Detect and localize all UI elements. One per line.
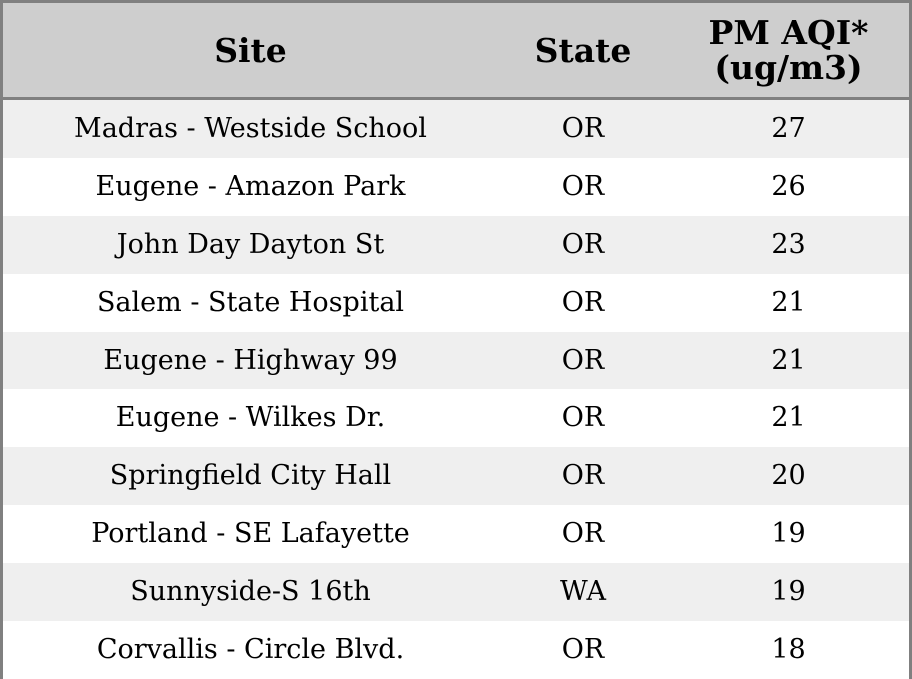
cell-site: Portland - SE Lafayette <box>91 518 410 550</box>
cell-state: WA <box>560 576 606 608</box>
cell-state: OR <box>561 113 605 144</box>
cell-site: Springfield City Hall <box>109 460 392 492</box>
cell-site: Salem - State Hospital <box>96 286 405 318</box>
table-row: Eugene - Wilkes Dr. OR 21 <box>3 389 909 448</box>
cell-aqi: 19 <box>771 576 806 608</box>
header-aqi-line1: PM AQI* <box>708 13 869 52</box>
cell-site: Eugene - Amazon Park <box>95 170 406 202</box>
table-header: Site State PM AQI* (ug/m3) <box>3 3 909 100</box>
cell-site: Eugene - Wilkes Dr. <box>115 402 386 434</box>
table-row: John Day Dayton St OR 23 <box>3 215 909 274</box>
cell-state: OR <box>561 170 605 202</box>
cell-site: Eugene - Highway 99 <box>103 344 398 376</box>
cell-aqi: 21 <box>771 344 806 376</box>
cell-aqi: 18 <box>771 634 806 666</box>
cell-aqi: 21 <box>771 402 806 434</box>
cell-site: Corvallis - Circle Blvd. <box>96 634 405 666</box>
cell-aqi: 20 <box>771 460 806 492</box>
table-row: Corvallis - Circle Blvd. OR 18 <box>3 621 909 679</box>
cell-state: OR <box>561 402 605 434</box>
cell-site: John Day Dayton St <box>116 228 385 260</box>
cell-aqi: 27 <box>771 113 806 144</box>
cell-state: OR <box>561 344 605 376</box>
header-aqi: PM AQI* (ug/m3) <box>668 15 909 85</box>
table-row: Springfield City Hall OR 20 <box>3 447 909 506</box>
cell-aqi: 21 <box>771 286 806 318</box>
table-row: Portland - SE Lafayette OR 19 <box>3 505 909 564</box>
table-row: Salem - State Hospital OR 21 <box>3 273 909 332</box>
cell-state: OR <box>561 228 605 260</box>
table-row: Sunnyside-S 16th WA 19 <box>3 563 909 622</box>
table-row: Madras - Westside School OR 27 <box>3 100 909 158</box>
table-body: Madras - Westside School OR 27 Eugene - Ama… <box>3 100 909 679</box>
cell-state: OR <box>561 634 605 666</box>
cell-state: OR <box>561 518 605 550</box>
cell-site: Sunnyside-S 16th <box>130 576 371 608</box>
cell-state: OR <box>561 286 605 318</box>
header-site: Site <box>214 30 287 70</box>
table-row: Eugene - Amazon Park OR 26 <box>3 157 909 216</box>
header-aqi-line2: (ug/m3) <box>714 48 863 87</box>
cell-aqi: 26 <box>771 170 806 202</box>
cell-site: Madras - Westside School <box>74 113 427 144</box>
header-state: State <box>534 30 632 70</box>
cell-state: OR <box>561 460 605 492</box>
cell-aqi: 23 <box>771 228 806 260</box>
table-row: Eugene - Highway 99 OR 21 <box>3 331 909 390</box>
cell-aqi: 19 <box>771 518 806 550</box>
